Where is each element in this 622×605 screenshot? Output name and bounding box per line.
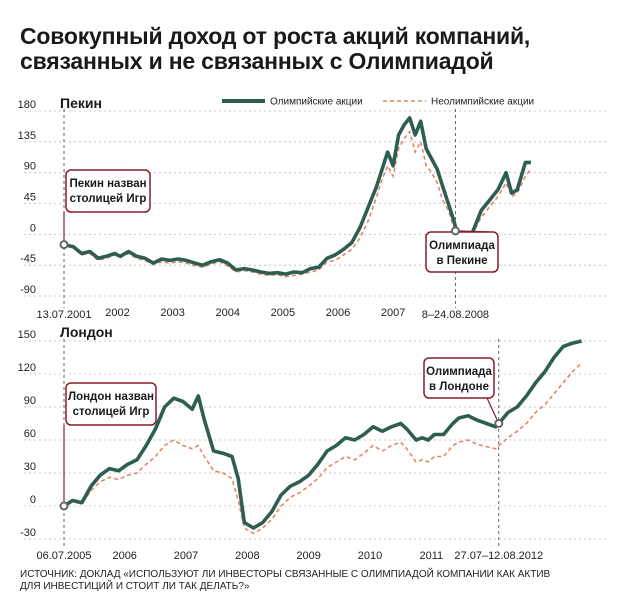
y-tick-label: 45	[24, 192, 36, 204]
callout-connector	[486, 397, 500, 424]
callout-text-line2: столицей Игр	[70, 193, 147, 205]
y-tick-label: 150	[18, 329, 36, 341]
callout-box	[65, 169, 151, 213]
panel-label: Лондон	[60, 324, 113, 340]
source-note-line2: ДЛЯ ИНВЕСТИЦИЙ И СТОИТ ЛИ ТАК ДЕЛАТЬ?»	[20, 581, 250, 592]
x-date-label: 06.07.2005	[36, 550, 91, 562]
x-year-label: 2008	[235, 550, 259, 562]
y-tick-label: 90	[24, 395, 36, 407]
x-date-label: 13.07.2001	[36, 309, 91, 321]
y-tick-label: 0	[30, 494, 36, 506]
legend-olympic-label: Олимпийские акции	[270, 97, 363, 108]
event-marker	[59, 240, 69, 250]
event-marker	[450, 226, 460, 236]
callout-box	[425, 231, 499, 273]
y-tick-label: 180	[18, 99, 36, 111]
x-year-label: 2007	[381, 307, 405, 319]
x-year-label: 2007	[174, 550, 198, 562]
event-marker	[494, 419, 504, 428]
x-year-label: 2011	[419, 550, 443, 562]
event-marker	[59, 501, 69, 511]
legend-non-olympic-label: Неолимпийские акции	[431, 97, 534, 108]
callout-text-line1: Олимпиада	[426, 366, 492, 378]
x-year-label: 2004	[215, 307, 239, 319]
series-line-non-olympic	[63, 362, 583, 535]
y-tick-label: 90	[24, 161, 36, 173]
x-year-label: 2003	[160, 307, 184, 319]
x-year-label: 2009	[296, 550, 320, 562]
x-year-label: 2006	[326, 307, 350, 319]
y-tick-label: -45	[20, 253, 36, 265]
x-year-label: 2005	[271, 307, 295, 319]
chart-title-line2: связанных и не связанных с Олимпиадой	[20, 48, 494, 74]
callout-text-line1: Олимпиада	[429, 240, 495, 252]
callout-box	[65, 382, 157, 426]
callout-text-line2: в Лондоне	[429, 381, 489, 393]
y-tick-label: 60	[24, 428, 36, 440]
y-tick-label: 120	[18, 362, 36, 374]
panel-label: Пекин	[60, 95, 102, 111]
callout-text-line1: Лондон назван	[68, 391, 154, 403]
source-note: ИСТОЧНИК: ДОКЛАД «ИСПОЛЬЗУЮТ ЛИ ИНВЕСТОР…	[20, 569, 550, 593]
x-year-label: 2006	[112, 550, 136, 562]
callout-box	[423, 357, 495, 399]
series-line-olympic	[63, 339, 583, 530]
y-tick-label: -90	[20, 284, 36, 296]
x-year-label: 2002	[105, 307, 129, 319]
y-tick-label: -30	[20, 527, 36, 539]
y-tick-label: 0	[30, 222, 36, 234]
y-tick-label: 135	[18, 130, 36, 142]
y-tick-label: 30	[24, 461, 36, 473]
chart-title-line1: Совокупный доход от роста акций компаний…	[20, 23, 531, 49]
callout-text-line1: Пекин назван	[69, 178, 146, 190]
x-year-label: 2010	[358, 550, 382, 562]
chart-title: Совокупный доход от роста акций компаний…	[20, 24, 610, 74]
x-date-label: 8–24.08.2008	[422, 309, 489, 321]
callout-text-line2: столицей Игр	[73, 406, 150, 418]
x-date-label: 27.07–12.08.2012	[454, 550, 543, 562]
source-note-line1: ИСТОЧНИК: ДОКЛАД «ИСПОЛЬЗУЮТ ЛИ ИНВЕСТОР…	[20, 569, 551, 580]
callout-text-line2: в Пекине	[436, 255, 487, 267]
